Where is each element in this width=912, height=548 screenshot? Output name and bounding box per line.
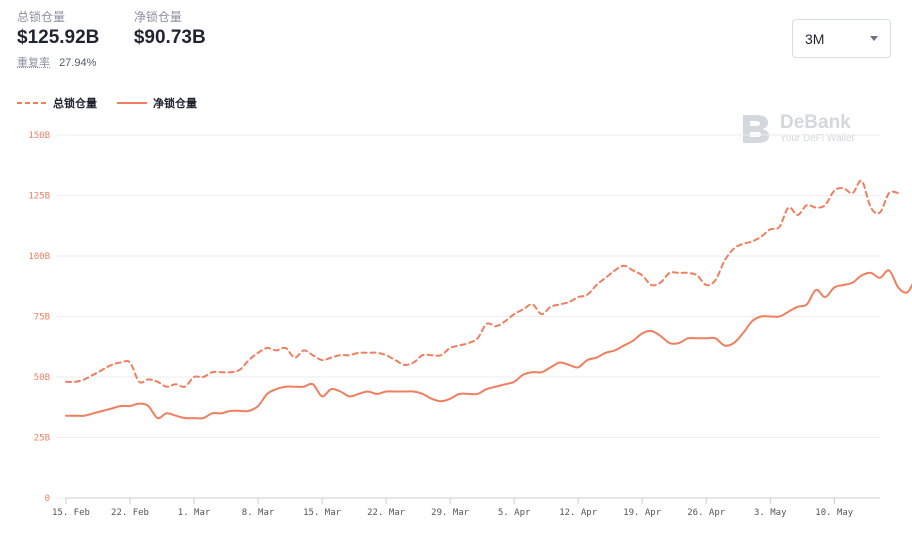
chart-legend: 总锁仓量 净锁仓量 [17,95,217,111]
repeat-rate-value: 27.94% [59,57,97,69]
net-tvl-stat: 净锁仓量 $90.73B [134,10,206,50]
stats-panel: 总锁仓量 $125.92B 净锁仓量 $90.73B [17,10,236,50]
net-tvl-label: 净锁仓量 [133,10,182,24]
x-tick-label: 3. May [754,508,787,518]
x-tick-label: 10. May [815,508,854,518]
series-layer [65,179,912,420]
caret-down-icon [870,36,878,41]
legend-label-net: 净锁仓量 [153,98,197,110]
total-tvl-value: $125.92B [17,27,100,48]
grid-layer [56,134,880,499]
y-tick-label: 125B [28,192,50,202]
watermark-tagline: Your DeFi Wallet [780,133,855,144]
y-tick-label: 100B [28,252,50,262]
x-tick-label: 15. Mar [303,508,342,518]
x-tick-label: 1. Mar [178,508,211,518]
x-axis: 15. Feb 22. Feb 1. Mar 8. Mar 15. Mar 22. Mar… [52,497,880,518]
series-line-total[interactable] [65,179,900,388]
x-tick-label: 22. Feb [111,508,149,518]
legend-label-total: 总锁仓量 [53,98,97,110]
legend-item-net[interactable]: 净锁仓量 [117,95,197,111]
x-tick-label: 5. Apr [498,508,531,518]
legend-item-total[interactable]: 总锁仓量 [17,95,97,111]
x-tick-label: 29. Mar [431,508,470,518]
time-range-select[interactable]: 3M [792,19,891,58]
x-tick-label: 12. Apr [559,508,598,518]
series-line-net[interactable] [65,269,912,420]
x-tick-label: 8. Mar [242,508,275,518]
x-tick-label: 22. Mar [367,508,406,518]
solid-line-icon [117,102,147,104]
total-tvl-stat: 总锁仓量 $125.92B [17,10,99,50]
total-tvl-label: 总锁仓量 [17,10,66,24]
repeat-rate-label[interactable]: 重复率 [17,57,50,69]
y-tick-label: 0 [45,494,50,504]
watermark-brand: DeBank [780,112,851,133]
x-tick-label: 26. Apr [687,508,726,518]
y-tick-label: 150B [28,131,50,141]
repeat-rate: 重复率 27.94% [17,54,96,70]
y-tick-label: 25B [34,434,50,444]
dashed-line-icon [17,102,47,104]
net-tvl-value: $90.73B [133,27,206,48]
x-tick-label: 15. Feb [52,508,90,518]
y-axis: 0 25B 50B 75B 100B 125B 150B [28,131,50,504]
debank-watermark: DeBank Your DeFi Wallet [740,112,854,146]
x-tick-label: 19. Apr [623,508,662,518]
y-tick-label: 50B [34,373,50,383]
y-tick-label: 75B [34,313,50,323]
debank-logo-icon [743,115,769,143]
time-range-value: 3M [805,30,825,47]
